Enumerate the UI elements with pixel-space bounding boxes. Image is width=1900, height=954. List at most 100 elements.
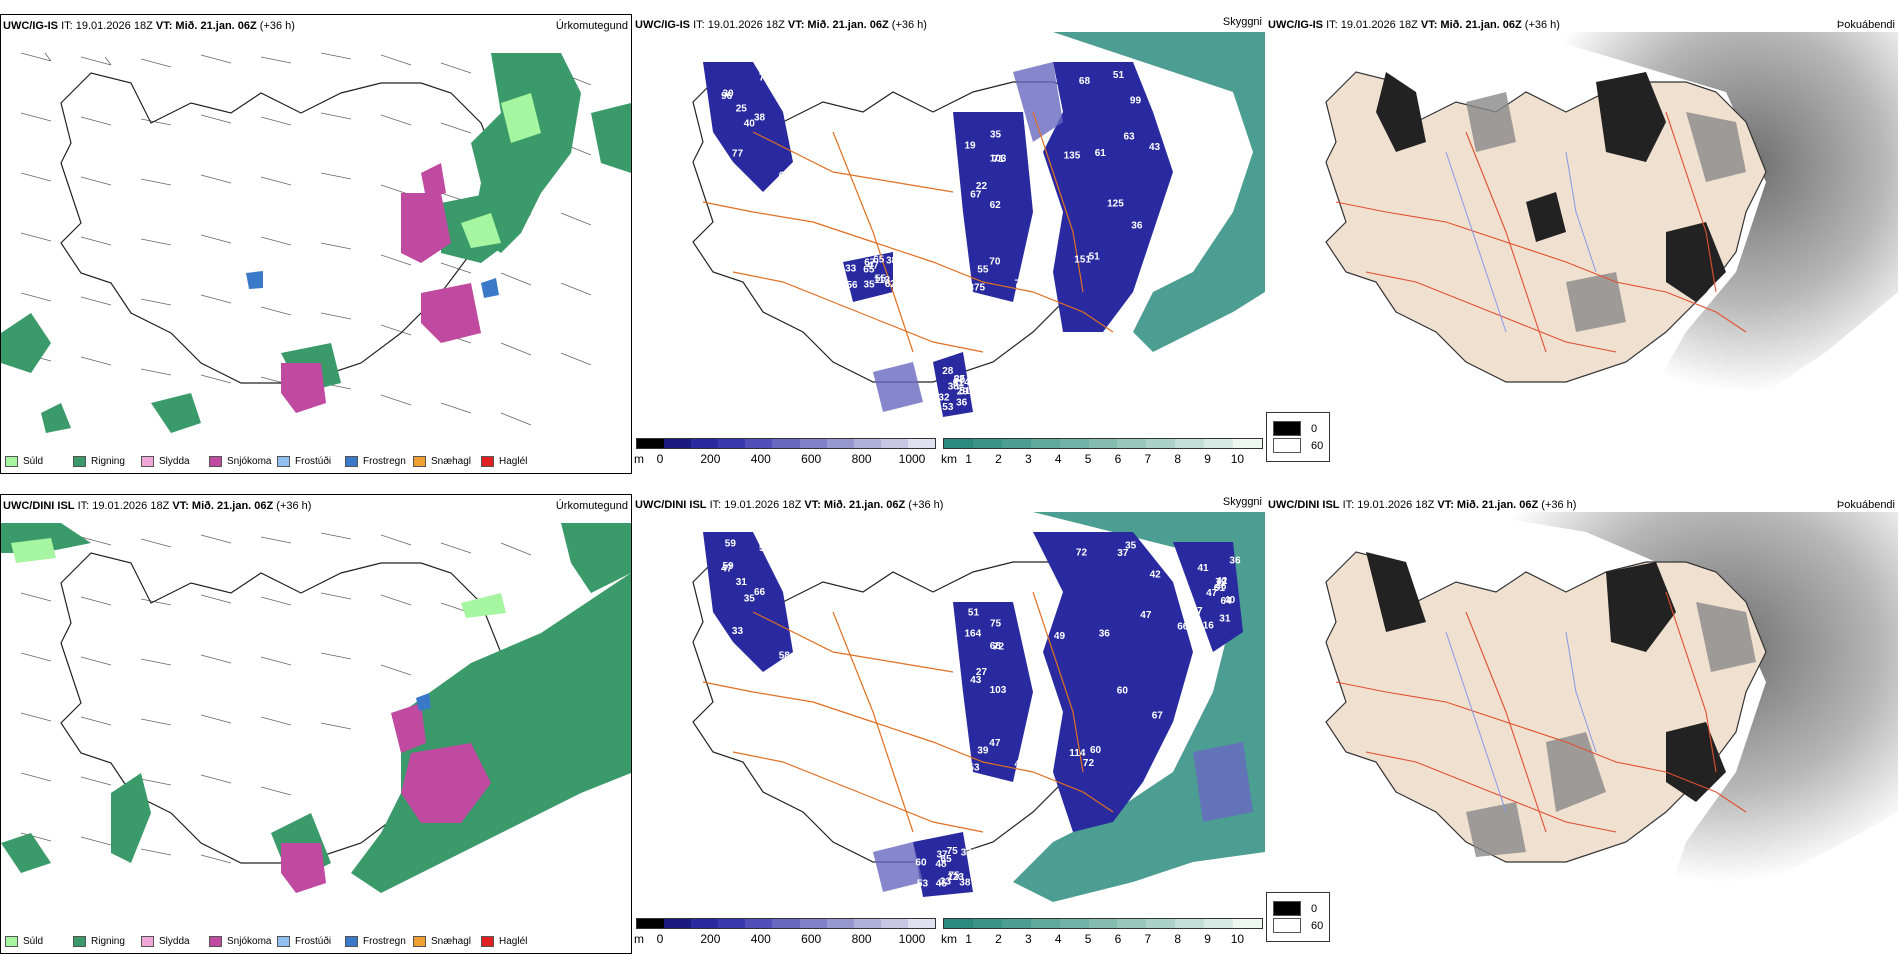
legend-item: Frostregn: [345, 456, 413, 467]
legend-label: Haglél: [499, 456, 528, 467]
visibility-value: 39: [977, 746, 989, 757]
river-network: [1445, 631, 1597, 813]
legend-swatch: [481, 936, 494, 947]
visibility-value: 103: [990, 685, 1007, 696]
panel-header: UWC/IG-IS IT: 19.01.2026 18Z VT: Mið. 21…: [635, 19, 927, 31]
visibility-value: 35: [864, 280, 876, 291]
visibility-value: 43: [970, 675, 982, 686]
legend-item: Snjókoma: [209, 936, 277, 947]
visibility-value: 73: [1015, 279, 1027, 290]
scale-segment: [907, 919, 936, 928]
legend-item: Snjókoma: [209, 456, 277, 467]
fog-panel-top: UWC/IG-IS IT: 19.01.2026 18Z VT: Mið. 21…: [1266, 14, 1898, 474]
visibility-value: 116: [1198, 621, 1215, 632]
scale-tick-label: 5: [1084, 452, 1092, 466]
visibility-value: 96: [721, 91, 733, 102]
legend-label: Rigning: [91, 456, 125, 467]
legend-item: Rigning: [73, 936, 141, 947]
visibility-value: 66: [754, 587, 766, 598]
wind-barbs: [20, 532, 532, 864]
offshore-fog: [1466, 512, 1898, 902]
visibility-value: 123: [947, 872, 964, 883]
scale-segment: [718, 439, 746, 448]
scale-segment: [799, 439, 827, 448]
visibility-value: 151: [1074, 254, 1091, 265]
scale-tick-label: 1000: [898, 452, 926, 466]
road-network: [1335, 111, 1747, 353]
visibility-value: 53: [968, 763, 980, 774]
medium-vis-areas: [873, 62, 1063, 412]
legend-item: Haglél: [481, 936, 549, 947]
visibility-value: 114: [1069, 748, 1086, 759]
visibility-value: 36: [1099, 629, 1111, 640]
scale-segment: [799, 919, 827, 928]
visibility-value: 37: [1117, 548, 1129, 559]
scale-tick-label: 4: [1054, 932, 1062, 946]
panel-type-label: Úrkomutegund: [555, 500, 628, 512]
visibility-value: 37: [937, 850, 949, 861]
legend-swatch: [345, 936, 358, 947]
fog-panel-bottom: UWC/DINI ISL IT: 19.01.2026 18Z VT: Mið.…: [1266, 494, 1898, 954]
visibility-value: 68: [725, 652, 737, 663]
visibility-value: 51: [968, 607, 980, 618]
legend-item: Snæhagl: [413, 456, 481, 467]
dense-fog-areas: [1376, 72, 1726, 302]
visibility-value: 66: [1177, 622, 1189, 633]
scale-tick-label: 5: [1084, 932, 1092, 946]
visibility-value: 375: [968, 282, 985, 293]
visibility-value: 46: [1215, 582, 1227, 593]
legend-label: Rigning: [91, 936, 125, 947]
scale-tick-label: 200: [700, 452, 721, 466]
visibility-value: 47: [989, 738, 1001, 749]
panel-header: UWC/DINI ISL IT: 19.01.2026 18Z VT: Mið.…: [1268, 499, 1577, 511]
visibility-value: 36: [725, 172, 737, 183]
legend-swatch: [1273, 438, 1301, 453]
visibility-value: 35: [954, 374, 966, 385]
road-network: [702, 591, 1114, 833]
scale-segment: [1175, 439, 1205, 448]
visibility-value: 321: [961, 848, 978, 859]
scale-segment: [691, 439, 719, 448]
visibility-scale-km: km 1 2 3 4 5 6 7 8 9 10: [941, 438, 1263, 466]
scale-tick-label: 400: [750, 932, 771, 946]
scale-tick-label: 3: [1024, 452, 1032, 466]
scale-tick-label: 600: [801, 452, 822, 466]
visibility-value: 31: [1219, 614, 1231, 625]
snow-areas: [281, 703, 491, 893]
scale-segment: [1204, 439, 1234, 448]
visibility-value: 61: [1214, 583, 1226, 594]
visibility-scale-m: m 0 200 400 600 800 1000: [634, 918, 936, 946]
visibility-value: 41: [1198, 563, 1210, 574]
visibility-value: 72: [993, 642, 1005, 653]
visibility-value: 36: [1131, 221, 1143, 232]
medium-vis-areas: [873, 742, 1253, 892]
offshore-fog: [1526, 32, 1898, 412]
visibility-value: 67: [970, 190, 982, 201]
scale-segment: [691, 919, 719, 928]
legend-item: Slydda: [141, 456, 209, 467]
scale-segment: [853, 439, 881, 448]
panel-type-label: Úrkomutegund: [555, 20, 628, 32]
panel-header: UWC/IG-IS IT: 19.01.2026 18Z VT: Mið. 21…: [3, 20, 295, 32]
scale-segment: [826, 439, 854, 448]
legend-swatch: [277, 456, 290, 467]
river-network: [1445, 151, 1597, 333]
scale-segment: [1088, 919, 1118, 928]
visibility-value: 51: [1113, 70, 1125, 81]
legend-swatch: [1273, 918, 1301, 933]
scale-tick-label: 4: [1054, 452, 1062, 466]
visibility-value: 36: [1229, 556, 1241, 567]
legend-label: Frostregn: [363, 456, 406, 467]
visibility-value: 65: [873, 255, 885, 266]
precip-legend: Súld Rigning Slydda Snjókoma Frostúði Frostre…: [5, 456, 549, 467]
visibility-value: 67: [1152, 710, 1164, 721]
freezing-rain-areas: [416, 693, 431, 711]
legend-label: Frostregn: [363, 936, 406, 947]
scale-segment: [718, 919, 746, 928]
visibility-value: 99: [1130, 96, 1142, 107]
sea-fog-field: [1053, 32, 1265, 352]
scale-tick-label: 600: [801, 932, 822, 946]
scale-tick-label: 10: [1230, 932, 1245, 946]
legend-swatch: [141, 936, 154, 947]
panel-header: UWC/DINI ISL IT: 19.01.2026 18Z VT: Mið.…: [3, 500, 312, 512]
